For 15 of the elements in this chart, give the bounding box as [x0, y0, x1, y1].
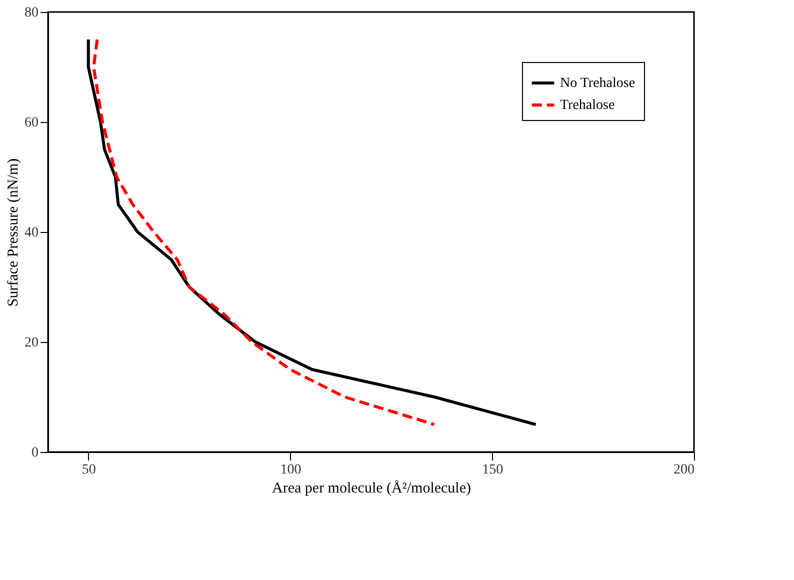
x-axis-title: Area per molecule (Å²/molecule) — [272, 480, 471, 496]
x-tick-label: 100 — [280, 462, 302, 478]
legend-label: No Trehalose — [560, 76, 636, 91]
y-tick-label: 60 — [24, 116, 38, 130]
x-tick-label: 50 — [82, 462, 96, 478]
y-axis-title: Surface Pressure (nN/m) — [6, 158, 22, 307]
line-series — [92, 38, 436, 426]
x-tick-label: 200 — [674, 462, 694, 478]
legend-label: Trehalose — [560, 98, 615, 113]
y-tick-label: 80 — [24, 6, 38, 20]
y-tick-label: 20 — [24, 336, 38, 350]
y-tick-label: 40 — [24, 226, 38, 240]
x-tick-label: 150 — [482, 462, 504, 478]
line-series — [86, 38, 538, 426]
y-tick-label: 0 — [32, 446, 38, 460]
